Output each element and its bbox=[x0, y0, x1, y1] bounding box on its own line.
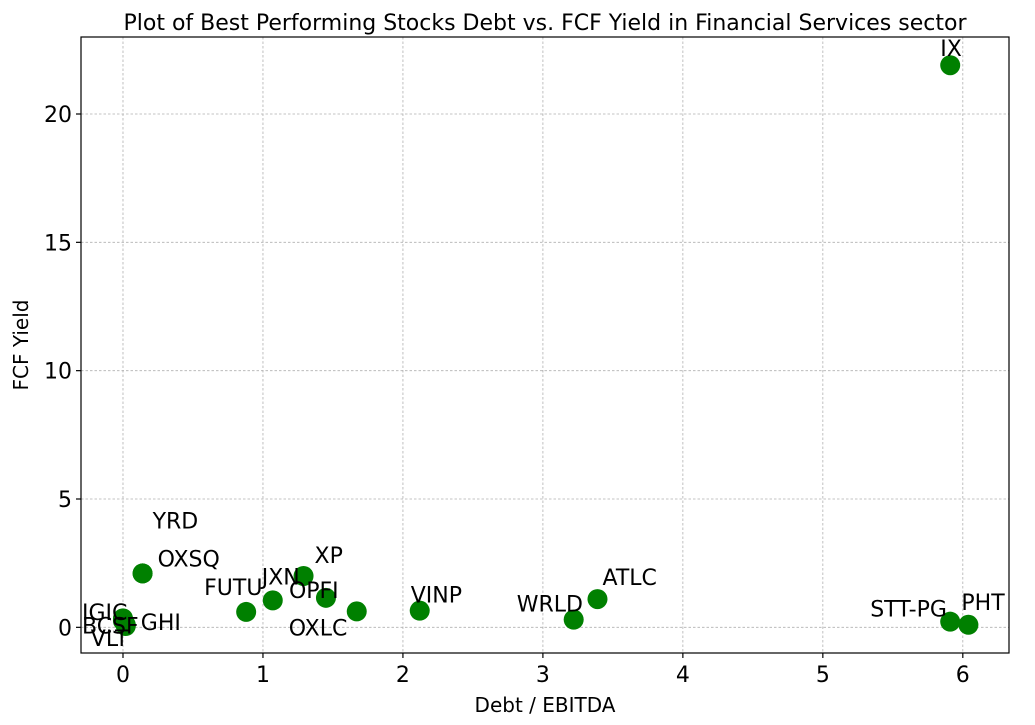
y-tick-label: 0 bbox=[58, 616, 72, 641]
point-label-ghi: GHI bbox=[141, 611, 181, 636]
point-label-igic: IGIC bbox=[82, 601, 127, 626]
data-point-futu bbox=[236, 601, 257, 622]
data-point-pht bbox=[958, 614, 979, 635]
x-tick-label: 5 bbox=[816, 663, 830, 688]
point-label-bcsf: BCSF bbox=[82, 614, 139, 639]
data-point-xp bbox=[293, 566, 314, 586]
x-tick-label: 0 bbox=[116, 663, 130, 688]
chart-title: Plot of Best Performing Stocks Debt vs. … bbox=[123, 11, 967, 36]
point-label-yrd: YRD bbox=[152, 509, 199, 534]
point-label-xp: XP bbox=[315, 544, 343, 569]
point-label-stt-pg: STT-PG bbox=[870, 598, 947, 623]
x-tick-label: 4 bbox=[676, 663, 690, 688]
y-axis-label: FCF Yield bbox=[9, 300, 33, 391]
grid bbox=[81, 37, 1009, 653]
point-label-pht: PHT bbox=[961, 591, 1005, 616]
data-point-oxsq bbox=[132, 563, 153, 584]
point-label-wrld: WRLD bbox=[517, 593, 583, 618]
data-point-vlt bbox=[115, 616, 136, 637]
y-tick-label: 20 bbox=[44, 103, 72, 128]
data-point-vinp bbox=[409, 600, 430, 621]
data-point-wrld bbox=[563, 609, 584, 630]
plot-frame bbox=[80, 36, 1010, 654]
point-label-ix: IX bbox=[940, 37, 962, 62]
x-tick-label: 1 bbox=[256, 663, 270, 688]
y-tick-label: 10 bbox=[44, 360, 72, 385]
data-point-stt-pg bbox=[940, 611, 961, 632]
x-tick-label: 3 bbox=[536, 663, 550, 688]
point-label-atlc: ATLC bbox=[602, 566, 656, 591]
point-label-vlt: VLT bbox=[91, 627, 129, 652]
point-label-opfi: OPFI bbox=[289, 579, 339, 604]
data-points bbox=[112, 55, 979, 637]
x-tick-label: 6 bbox=[956, 663, 970, 688]
data-point-oxlc bbox=[346, 601, 367, 622]
point-label-oxsq: OXSQ bbox=[158, 547, 220, 572]
data-point-atlc bbox=[587, 589, 608, 610]
data-point-opfi bbox=[315, 587, 336, 608]
point-label-oxlc: OXLC bbox=[289, 616, 348, 641]
point-label-jxn: JXN bbox=[260, 565, 300, 590]
y-tick-label: 15 bbox=[44, 231, 72, 256]
point-label-vinp: VINP bbox=[411, 584, 462, 609]
data-point-jxn bbox=[262, 590, 283, 611]
axis-ticks: 0 1 2 3 4 5 6 0 5 10 15 20 bbox=[44, 103, 970, 688]
x-tick-label: 2 bbox=[396, 663, 410, 688]
x-axis-label: Debt / EBITDA bbox=[475, 693, 616, 717]
data-point-ix bbox=[940, 55, 961, 76]
y-tick-label: 5 bbox=[58, 488, 72, 513]
point-label-futu: FUTU bbox=[204, 576, 262, 601]
